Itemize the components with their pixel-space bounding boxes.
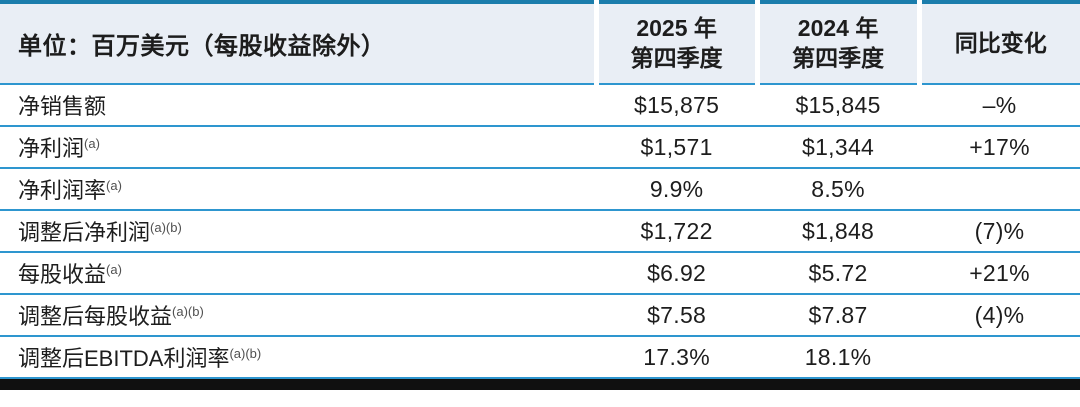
column-header-q4-2025: 2025 年 第四季度 <box>593 2 758 85</box>
value-q4-2024: $7.87 <box>757 294 920 337</box>
row-label-text: 调整后每股收益 <box>18 304 173 329</box>
value-yoy-change: +21% <box>919 252 1080 295</box>
column-header-yoy-change: 同比变化 <box>916 2 1080 85</box>
footnote-marker: (a) <box>84 136 100 151</box>
table-bottom-bar <box>0 379 1080 390</box>
column-header-q4-2025-line1: 2025 年 <box>636 14 717 41</box>
table-row-net-margin: 净利润率(a) 9.9% 8.5% <box>0 168 1080 211</box>
footnote-marker: (a)(b) <box>229 346 262 361</box>
row-label-text: 调整后EBITDA利润率 <box>18 346 230 371</box>
footnote-marker: (a)(b) <box>150 220 182 235</box>
row-label: 每股收益(a) <box>0 252 597 295</box>
value-q4-2025: 9.9% <box>596 168 758 211</box>
value-yoy-change: –% <box>919 84 1080 127</box>
row-label: 调整后每股收益(a)(b) <box>0 294 597 337</box>
value-yoy-change <box>919 168 1080 211</box>
row-label-text: 调整后净利润 <box>18 220 151 245</box>
value-q4-2024: $1,344 <box>757 126 920 169</box>
footnote-marker: (a) <box>106 262 122 277</box>
row-label: 净利润(a) <box>0 126 597 169</box>
row-label-text: 净利润率 <box>18 178 107 203</box>
row-label: 净利润率(a) <box>0 168 597 211</box>
column-header-q4-2024-line2: 第四季度 <box>792 44 885 71</box>
table-row-adjusted-eps: 调整后每股收益(a)(b) $7.58 $7.87 (4)% <box>0 294 1080 337</box>
financial-results-table: 单位：百万美元（每股收益除外） 2025 年 第四季度 2024 年 第四季度 … <box>0 0 1080 379</box>
table-header: 单位：百万美元（每股收益除外） 2025 年 第四季度 2024 年 第四季度 … <box>0 2 1080 85</box>
unit-label: 单位：百万美元（每股收益除外） <box>0 2 597 85</box>
table-row-net-income: 净利润(a) $1,571 $1,344 +17% <box>0 126 1080 169</box>
value-q4-2024: $15,845 <box>757 84 920 127</box>
column-header-q4-2025-line2: 第四季度 <box>630 44 723 71</box>
value-q4-2025: $1,571 <box>596 126 758 169</box>
table-row-adjusted-net-income: 调整后净利润(a)(b) $1,722 $1,848 (7)% <box>0 210 1080 253</box>
value-yoy-change: (4)% <box>919 294 1080 337</box>
column-header-q4-2024-line1: 2024 年 <box>797 14 879 41</box>
value-yoy-change: +17% <box>919 126 1080 169</box>
table-row-eps: 每股收益(a) $6.92 $5.72 +21% <box>0 252 1080 295</box>
row-label-text: 每股收益 <box>18 262 107 287</box>
table-row-net-sales: 净销售额 $15,875 $15,845 –% <box>0 84 1080 127</box>
row-label: 调整后净利润(a)(b) <box>0 210 597 253</box>
row-label: 调整后EBITDA利润率(a)(b) <box>0 336 597 379</box>
row-label-text: 净利润 <box>18 136 85 161</box>
row-label: 净销售额 <box>0 84 597 127</box>
value-q4-2025: $7.58 <box>596 294 758 337</box>
value-q4-2025: 17.3% <box>596 336 758 379</box>
column-header-q4-2024: 2024 年 第四季度 <box>754 2 920 85</box>
value-q4-2024: 18.1% <box>757 336 920 379</box>
table-body: 净销售额 $15,875 $15,845 –% 净利润(a) $1,571 $1… <box>0 84 1080 379</box>
value-q4-2025: $15,875 <box>596 84 758 127</box>
header-row: 单位：百万美元（每股收益除外） 2025 年 第四季度 2024 年 第四季度 … <box>0 2 1080 85</box>
value-q4-2025: $6.92 <box>596 252 758 295</box>
footnote-marker: (a) <box>106 178 122 193</box>
value-q4-2024: $5.72 <box>757 252 920 295</box>
footnote-marker: (a)(b) <box>172 304 204 319</box>
row-label-text: 净销售额 <box>18 94 107 119</box>
value-q4-2024: 8.5% <box>757 168 920 211</box>
value-q4-2024: $1,848 <box>757 210 920 253</box>
value-q4-2025: $1,722 <box>596 210 758 253</box>
value-yoy-change <box>919 336 1080 379</box>
value-yoy-change: (7)% <box>919 210 1080 253</box>
table-row-adjusted-ebitda-margin: 调整后EBITDA利润率(a)(b) 17.3% 18.1% <box>0 336 1080 379</box>
